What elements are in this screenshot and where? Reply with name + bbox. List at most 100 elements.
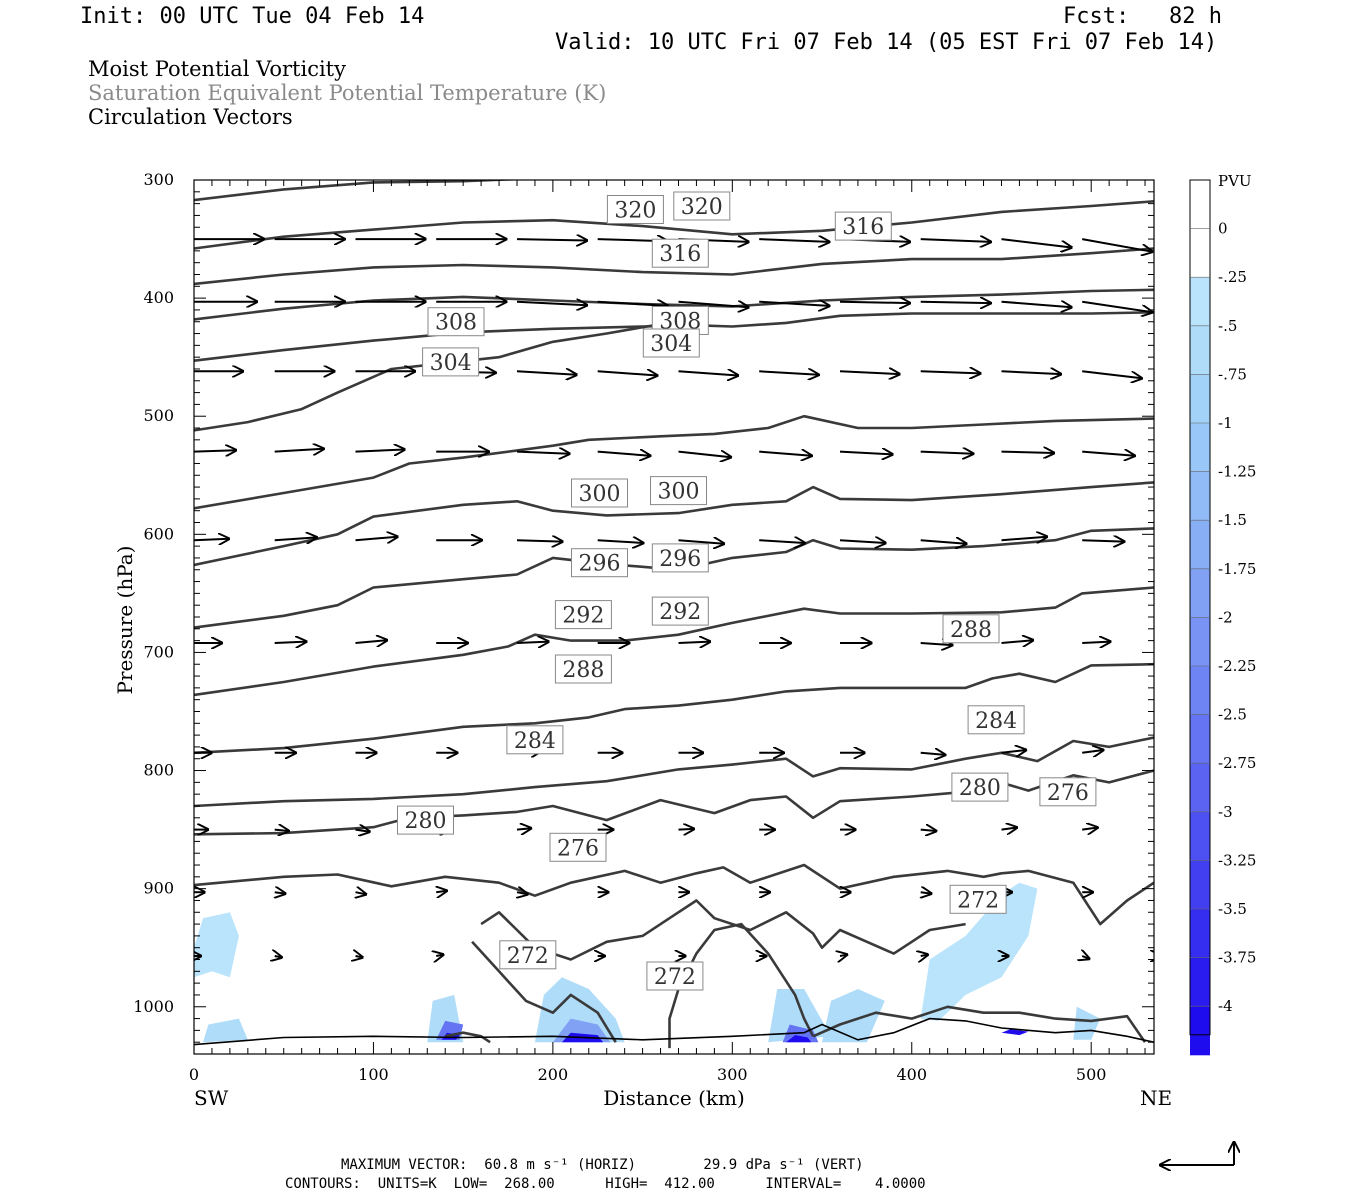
contour-10	[194, 662, 1154, 755]
vector-4-12	[1153, 540, 1154, 542]
vector-2-8	[839, 371, 900, 374]
contour-label-box-0-1	[673, 191, 731, 221]
contour-label-10-1: 284	[975, 709, 1017, 734]
colorbar-level-label: -2.5	[1218, 706, 1247, 724]
vector-8-4	[517, 892, 528, 894]
vector-4-1	[274, 537, 317, 540]
vector-3-4	[516, 452, 570, 454]
vector-2-7	[759, 371, 819, 375]
contour-label-3-0: 308	[435, 311, 477, 336]
vector-1-8	[839, 302, 910, 303]
colorbar-swatch	[1190, 811, 1210, 861]
contour-17	[812, 1005, 1147, 1043]
vector-1-4	[516, 302, 587, 306]
contour-label-box-10-1	[967, 705, 1025, 735]
contour-label-box-13-0	[949, 884, 1007, 914]
colorbar-level-label: -1	[1218, 414, 1233, 432]
axis-tick-labels: 0 100 200 300 400 500 300 400 500 600 700 800 900 100…	[133, 170, 1106, 1084]
vector-8-9	[921, 892, 932, 893]
vector-2-5	[597, 371, 658, 375]
colorbar-swatch	[1190, 471, 1210, 521]
pv-region-4	[768, 989, 831, 1043]
forecast-hour: Fcst: 82 h	[1063, 4, 1222, 29]
terrain-line	[194, 1017, 1154, 1046]
contour-label-1-0: 316	[659, 242, 701, 267]
colorbar-swatch	[1190, 909, 1210, 959]
contour-label-0-1: 320	[681, 195, 723, 220]
vector-7-10	[1001, 828, 1017, 830]
colorbar-swatch	[1190, 180, 1210, 230]
terrain-path	[194, 1017, 1154, 1046]
contour-label-box-9-0	[554, 654, 612, 684]
contour-2	[194, 247, 1154, 286]
valid-time: Valid: 10 UTC Fri 07 Feb 14 (05 EST Fri …	[555, 30, 1218, 55]
right-endpoint-label: NE	[1140, 1086, 1172, 1110]
vector-5-2	[355, 640, 388, 643]
contour-label-9-0: 288	[562, 658, 604, 683]
vector-8-3	[436, 891, 447, 892]
contour-9	[194, 586, 1154, 697]
vector-2-10	[1001, 371, 1062, 374]
contour-0	[194, 180, 526, 202]
init-time: Init: 00 UTC Tue 04 Feb 14	[80, 4, 425, 29]
contour-label-5-0: 304	[430, 351, 472, 376]
vector-2-11	[1082, 370, 1142, 378]
vector-3-7	[759, 452, 812, 456]
contour-18	[444, 1031, 491, 1044]
contour-label-box-12-1	[1039, 777, 1097, 807]
contour-7	[194, 481, 1154, 567]
colorbar-swatch	[1190, 666, 1210, 716]
vector-1-9	[920, 302, 991, 303]
vector-0-4	[516, 239, 587, 240]
vector-6-9	[920, 753, 946, 755]
colorbar-level-label: -.75	[1218, 365, 1247, 383]
colorbar-frame	[1189, 179, 1211, 1036]
vector-5-9	[920, 643, 953, 645]
pv-region-0	[194, 912, 239, 978]
colorbar-swatch	[1190, 423, 1210, 473]
contour-4	[194, 311, 1154, 362]
colorbar-level-label: 0	[1218, 220, 1228, 238]
vector-4-10	[1001, 537, 1048, 541]
colorbar-swatch	[1190, 1006, 1210, 1056]
contour-label-8-1: 292	[659, 600, 701, 625]
contour-label-box-12-0	[549, 832, 607, 862]
pv-region-2	[534, 977, 625, 1043]
left-endpoint-label: SW	[194, 1086, 229, 1110]
vector-0-9	[920, 239, 991, 242]
contour-label-box-1-1	[834, 211, 892, 241]
contour-info-text: CONTOURS: UNITS=K LOW= 268.00 HIGH= 412.…	[285, 1176, 926, 1192]
colorbar-level-label: -3.5	[1218, 900, 1247, 918]
pv-region-1	[920, 882, 1038, 1021]
vector-4-2	[355, 537, 398, 541]
contour-label-6-0: 300	[579, 482, 621, 507]
vector-7-4	[516, 828, 531, 829]
pv-region-5	[822, 989, 885, 1043]
vector-3-11	[1082, 452, 1135, 456]
vector-9-8	[840, 955, 847, 956]
vector-5-4	[516, 642, 549, 643]
y-tick-label: 900	[143, 879, 174, 898]
contour-label-1-1: 316	[842, 215, 884, 240]
contour-label-box-7-0	[571, 548, 628, 578]
x-tick-label: 0	[189, 1065, 199, 1084]
contour-label-box-11-1	[951, 772, 1009, 802]
contour-label-box-5-1	[642, 328, 700, 358]
vector-4-8	[839, 540, 886, 543]
vector-4-6	[678, 540, 725, 544]
reference-vector-icon	[1160, 1142, 1234, 1165]
contour-label-13-0: 272	[957, 888, 999, 913]
x-tick-label: 100	[358, 1065, 389, 1084]
x-tick-label: 300	[717, 1065, 748, 1084]
contour-label-10-0: 284	[514, 729, 556, 754]
y-axis-label: Pressure (hPa)	[113, 546, 137, 695]
vector-3-6	[678, 452, 732, 458]
vector-6-10	[1001, 750, 1027, 753]
vector-3-9	[920, 452, 974, 454]
contour-label-box-16-0	[646, 961, 704, 991]
contour-5	[194, 322, 697, 432]
colorbar-level-label: -1.5	[1218, 511, 1247, 529]
vector-6-12	[1153, 751, 1154, 753]
vector-3-1	[274, 449, 324, 452]
